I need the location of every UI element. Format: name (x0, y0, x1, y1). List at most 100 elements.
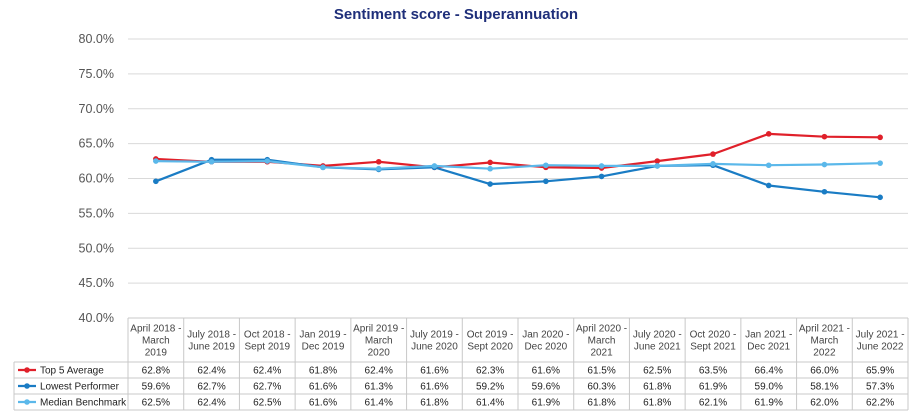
category-label: Oct 2018 -Sept 2019 (244, 330, 291, 353)
data-label: 61.6% (309, 382, 337, 393)
data-label: 61.9% (532, 398, 560, 409)
data-label: 57.3% (866, 382, 894, 393)
data-label: 66.0% (810, 366, 838, 377)
data-label: 61.6% (532, 366, 560, 377)
y-tick-label: 75.0% (79, 67, 114, 81)
category-label: April 2021 -March 2022 (799, 324, 850, 359)
data-label: 61.8% (643, 382, 671, 393)
category-label: July 2018 -June 2019 (187, 330, 236, 353)
y-tick-label: 65.0% (79, 137, 114, 151)
legend-marker (24, 367, 30, 373)
data-point (654, 158, 661, 164)
data-label: 61.4% (365, 398, 393, 409)
data-label: 61.9% (755, 398, 783, 409)
y-tick-label: 45.0% (79, 276, 114, 290)
data-point (153, 178, 159, 185)
data-label: 62.4% (197, 366, 225, 377)
series-line (155, 132, 881, 170)
data-point (821, 188, 828, 195)
chart-title: Sentiment score - Superannuation (333, 6, 579, 23)
data-label: 59.2% (476, 382, 504, 393)
data-label: 61.6% (420, 366, 448, 377)
data-point (821, 133, 828, 140)
data-label: 58.1% (810, 382, 838, 393)
category-label: Jan 2021 -Dec 2021 (745, 330, 792, 353)
data-label: 62.4% (253, 366, 281, 377)
data-label: 62.5% (253, 398, 281, 409)
data-label: 62.7% (253, 382, 281, 393)
data-label: 61.4% (476, 398, 504, 409)
data-point (431, 163, 438, 169)
legend-marker (24, 383, 30, 389)
data-point (487, 159, 493, 166)
data-point (765, 182, 772, 189)
data-label: 62.4% (197, 398, 225, 409)
category-label: April 2018 -March 2019 (130, 324, 181, 359)
data-label: 66.4% (755, 366, 783, 377)
data-label: 62.7% (197, 382, 225, 393)
data-label: 61.6% (309, 398, 337, 409)
data-label: 62.5% (142, 398, 170, 409)
data-label: 61.8% (587, 398, 615, 409)
data-point (543, 178, 549, 185)
data-point (375, 165, 382, 172)
data-point (710, 161, 716, 167)
data-point (375, 158, 382, 165)
data-point (877, 160, 883, 166)
y-tick-label: 70.0% (79, 102, 114, 116)
data-label: 59.6% (532, 382, 560, 393)
data-point (487, 165, 493, 172)
legend-label: Lowest Performer (40, 382, 120, 393)
category-label: July 2021 -June 2022 (856, 330, 905, 353)
data-label: 62.3% (476, 366, 504, 377)
y-tick-label: 80.0% (79, 32, 114, 46)
category-label: April 2020 -March 2021 (576, 324, 627, 359)
y-tick-label: 55.0% (79, 206, 114, 220)
data-point (543, 162, 549, 169)
data-point (821, 161, 828, 168)
data-label: 62.4% (365, 366, 393, 377)
data-point (264, 158, 271, 164)
y-tick-label: 60.0% (79, 172, 114, 186)
data-label: 63.5% (699, 366, 727, 377)
data-point (654, 163, 661, 169)
legend-label: Top 5 Average (40, 366, 104, 377)
category-label: Jan 2020 -Dec 2020 (522, 330, 569, 353)
data-label: 60.3% (587, 382, 615, 393)
data-label: 59.6% (142, 382, 170, 393)
data-point (877, 134, 883, 141)
data-label: 61.3% (365, 382, 393, 393)
data-label: 62.5% (643, 366, 671, 377)
category-label: Oct 2019 -Sept 2020 (467, 330, 514, 353)
data-label: 65.9% (866, 366, 894, 377)
data-label: 59.0% (755, 382, 783, 393)
series-line (155, 158, 881, 199)
data-point (598, 173, 605, 180)
data-point (765, 162, 772, 169)
data-label: 62.8% (142, 366, 170, 377)
data-label: 61.8% (420, 398, 448, 409)
data-label: 62.2% (866, 398, 894, 409)
category-label: July 2019 -June 2020 (410, 330, 459, 353)
category-label: Jan 2019 -Dec 2019 (299, 330, 346, 353)
data-label: 61.8% (643, 398, 671, 409)
y-tick-label: 40.0% (79, 311, 114, 325)
series-line (155, 160, 881, 170)
data-point (598, 163, 605, 169)
category-label: April 2019 -March 2020 (353, 324, 404, 359)
data-label: 61.9% (699, 382, 727, 393)
y-tick-label: 50.0% (79, 241, 114, 255)
category-label: July 2020 -June 2021 (633, 330, 682, 353)
data-label: 62.1% (699, 398, 727, 409)
legend-label: Median Benchmark (40, 398, 127, 409)
data-point (208, 158, 215, 165)
data-label: 62.0% (810, 398, 838, 409)
legend-marker (24, 399, 30, 405)
data-point (877, 194, 883, 201)
data-point (487, 181, 493, 187)
category-label: Oct 2020 -Sept 2021 (690, 330, 737, 353)
data-label: 61.8% (309, 366, 337, 377)
data-point (153, 158, 159, 164)
data-point (765, 131, 772, 137)
